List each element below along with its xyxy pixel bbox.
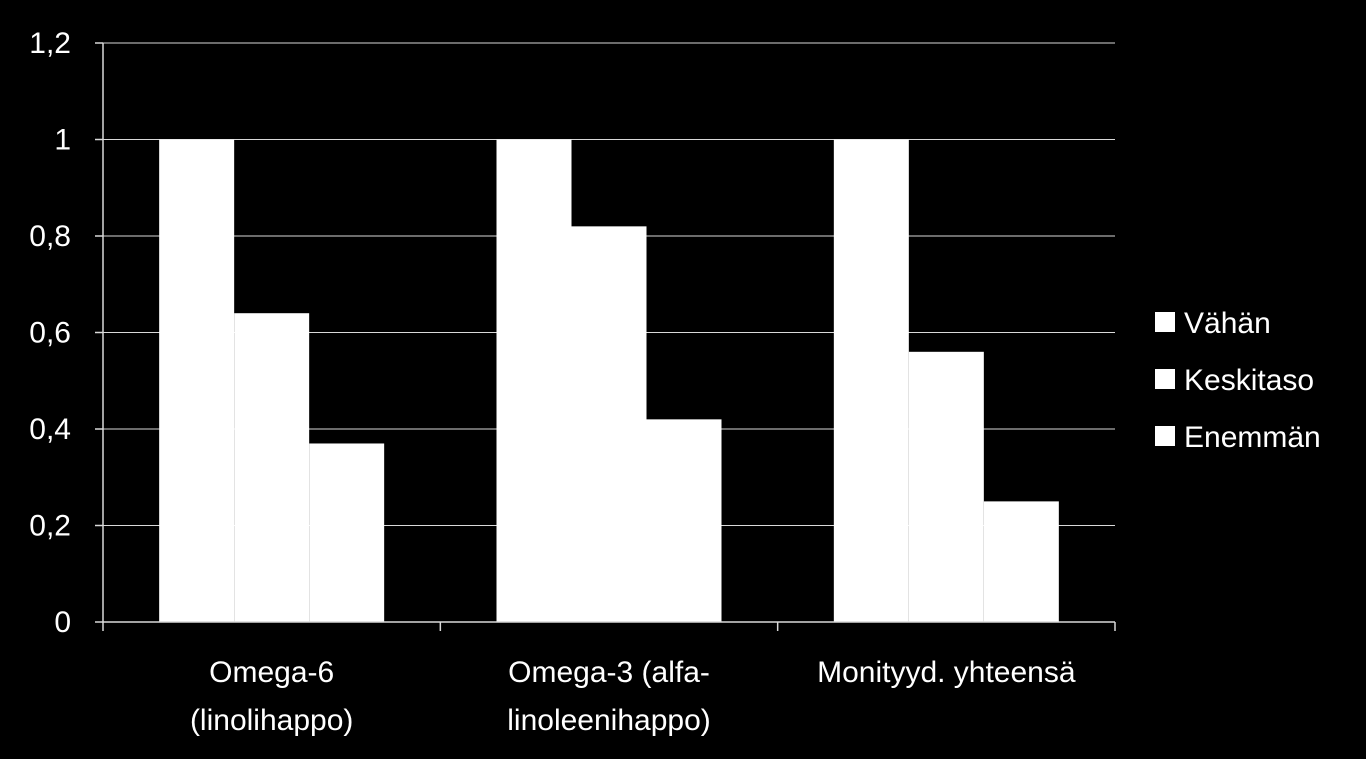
legend-swatch-keskitaso (1155, 369, 1175, 389)
x-category-label-line: Monityyd. yhteensä (817, 656, 1076, 689)
bar-keskitaso-1 (234, 313, 310, 622)
bar-enemmän-2 (646, 419, 722, 622)
x-category-label: Monityyd. yhteensä (817, 656, 1076, 689)
y-tick-label: 0,8 (29, 220, 71, 253)
y-tick-label: 0,6 (29, 317, 71, 350)
x-category-label: Omega-6 (linolihappo) (190, 656, 353, 737)
bar-enemmän-1 (309, 443, 385, 622)
bar-vähän-2 (496, 139, 572, 622)
y-axis-tick-labels: 0 0,2 0,4 0,6 0,8 1 1,2 (29, 27, 71, 639)
y-tick-label: 0,4 (29, 413, 71, 446)
legend-swatch-enemmän (1155, 426, 1175, 446)
y-tick-label: 0 (54, 606, 71, 639)
y-tick-label: 1 (54, 124, 71, 157)
axes (95, 42, 1116, 631)
legend: Vähän Keskitaso Enemmän (1155, 307, 1321, 454)
y-tick-label: 0,2 (29, 510, 71, 543)
bar-keskitaso-2 (571, 226, 647, 622)
y-tick-label: 1,2 (29, 27, 71, 60)
x-category-label: Omega-3 (alfa-linoleenihappo) (507, 656, 711, 737)
x-category-label-line: (linolihappo) (190, 704, 353, 737)
legend-label-vähän: Vähän (1184, 307, 1271, 340)
legend-swatch-vähän (1155, 312, 1175, 332)
x-category-label-line: Omega-3 (alfa- (508, 656, 710, 689)
bar-keskitaso-3 (908, 351, 984, 622)
x-category-label-line: linoleenihappo) (507, 704, 711, 737)
x-category-label-line: Omega-6 (209, 656, 334, 689)
bar-vähän-3 (833, 139, 909, 622)
x-axis-category-labels: Omega-6 (linolihappo) Omega-3 (alfa-linole… (190, 656, 1076, 737)
bar-vähän-1 (159, 139, 235, 622)
legend-label-enemmän: Enemmän (1184, 421, 1321, 454)
bar-enemmän-3 (983, 501, 1059, 622)
bars (159, 139, 1059, 622)
legend-label-keskitaso: Keskitaso (1184, 364, 1314, 397)
